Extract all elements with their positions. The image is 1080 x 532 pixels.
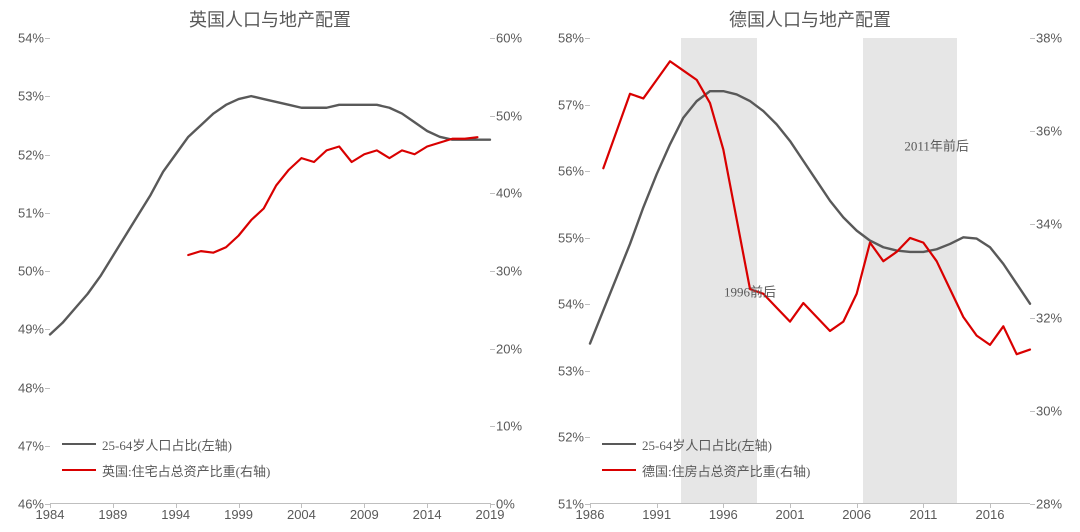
x-tick-label: 2011 — [909, 503, 937, 522]
y-right-tick-label: 28% — [1030, 497, 1062, 512]
right-legend: 25-64岁人口占比(左轴) 德国:住房占总资产比重(右轴) — [602, 431, 810, 483]
x-tick-label: 1984 — [36, 503, 65, 522]
left-panel: 英国人口与地产配置 25-64岁人口占比(左轴) 英国:住宅占总资产比重(右轴)… — [0, 0, 540, 532]
left-title: 英国人口与地产配置 — [0, 6, 540, 32]
legend-row-gray: 25-64岁人口占比(左轴) — [62, 431, 270, 457]
series-population — [590, 91, 1030, 343]
y-left-tick-label: 50% — [18, 264, 50, 279]
y-right-tick-label: 50% — [490, 108, 522, 123]
series-population — [50, 96, 490, 334]
y-left-tick-label: 52% — [18, 147, 50, 162]
x-tick-label: 2016 — [976, 503, 1005, 522]
annotation-label: 1996前后 — [724, 281, 776, 300]
legend-row-red: 英国:住宅占总资产比重(右轴) — [62, 457, 270, 483]
y-left-tick-label: 52% — [558, 430, 590, 445]
right-panel: 德国人口与地产配置 25-64岁人口占比(左轴) 德国:住房占总资产比重(右轴)… — [540, 0, 1080, 532]
legend-label-gray: 25-64岁人口占比(左轴) — [642, 435, 772, 454]
x-tick-label: 1991 — [642, 503, 671, 522]
series-housing — [603, 61, 1030, 354]
y-right-tick-label: 20% — [490, 341, 522, 356]
right-title: 德国人口与地产配置 — [540, 6, 1080, 32]
x-tick-label: 2001 — [776, 503, 805, 522]
y-left-tick-label: 55% — [558, 230, 590, 245]
x-tick-label: 2004 — [287, 503, 316, 522]
legend-label-red: 英国:住宅占总资产比重(右轴) — [102, 461, 270, 480]
x-tick-label: 2019 — [476, 503, 505, 522]
left-legend: 25-64岁人口占比(左轴) 英国:住宅占总资产比重(右轴) — [62, 431, 270, 483]
y-right-tick-label: 38% — [1030, 31, 1062, 46]
legend-swatch-red — [62, 469, 96, 472]
y-left-tick-label: 53% — [18, 89, 50, 104]
annotation-label: 2011年前后 — [904, 135, 969, 154]
legend-label-gray: 25-64岁人口占比(左轴) — [102, 435, 232, 454]
x-tick-label: 1996 — [709, 503, 738, 522]
y-left-tick-label: 49% — [18, 322, 50, 337]
legend-label-red: 德国:住房占总资产比重(右轴) — [642, 461, 810, 480]
left-plot-area: 25-64岁人口占比(左轴) 英国:住宅占总资产比重(右轴) 46%47%48%… — [50, 38, 490, 504]
legend-swatch-gray — [602, 443, 636, 446]
y-left-tick-label: 51% — [18, 205, 50, 220]
x-tick-label: 1994 — [161, 503, 190, 522]
y-right-tick-label: 36% — [1030, 124, 1062, 139]
x-tick-label: 1999 — [224, 503, 253, 522]
y-right-tick-label: 30% — [490, 264, 522, 279]
x-tick-label: 1986 — [576, 503, 605, 522]
y-left-tick-label: 58% — [558, 31, 590, 46]
y-left-tick-label: 48% — [18, 380, 50, 395]
legend-swatch-gray — [62, 443, 96, 446]
chart-container: 英国人口与地产配置 25-64岁人口占比(左轴) 英国:住宅占总资产比重(右轴)… — [0, 0, 1080, 532]
y-right-tick-label: 30% — [1030, 403, 1062, 418]
y-left-tick-label: 56% — [558, 164, 590, 179]
y-left-tick-label: 47% — [18, 438, 50, 453]
right-plot-area: 25-64岁人口占比(左轴) 德国:住房占总资产比重(右轴) 51%52%53%… — [590, 38, 1030, 504]
legend-swatch-red — [602, 469, 636, 472]
y-right-tick-label: 40% — [490, 186, 522, 201]
y-right-tick-label: 10% — [490, 419, 522, 434]
series-housing — [188, 137, 477, 255]
y-right-tick-label: 34% — [1030, 217, 1062, 232]
y-left-tick-label: 57% — [558, 97, 590, 112]
x-tick-label: 2014 — [413, 503, 442, 522]
x-tick-label: 1989 — [98, 503, 127, 522]
y-right-tick-label: 32% — [1030, 310, 1062, 325]
y-left-tick-label: 53% — [558, 363, 590, 378]
y-left-tick-label: 54% — [558, 297, 590, 312]
y-left-tick-label: 54% — [18, 31, 50, 46]
x-tick-label: 2009 — [350, 503, 379, 522]
legend-row-red: 德国:住房占总资产比重(右轴) — [602, 457, 810, 483]
legend-row-gray: 25-64岁人口占比(左轴) — [602, 431, 810, 457]
y-right-tick-label: 60% — [490, 31, 522, 46]
x-tick-label: 2006 — [842, 503, 871, 522]
